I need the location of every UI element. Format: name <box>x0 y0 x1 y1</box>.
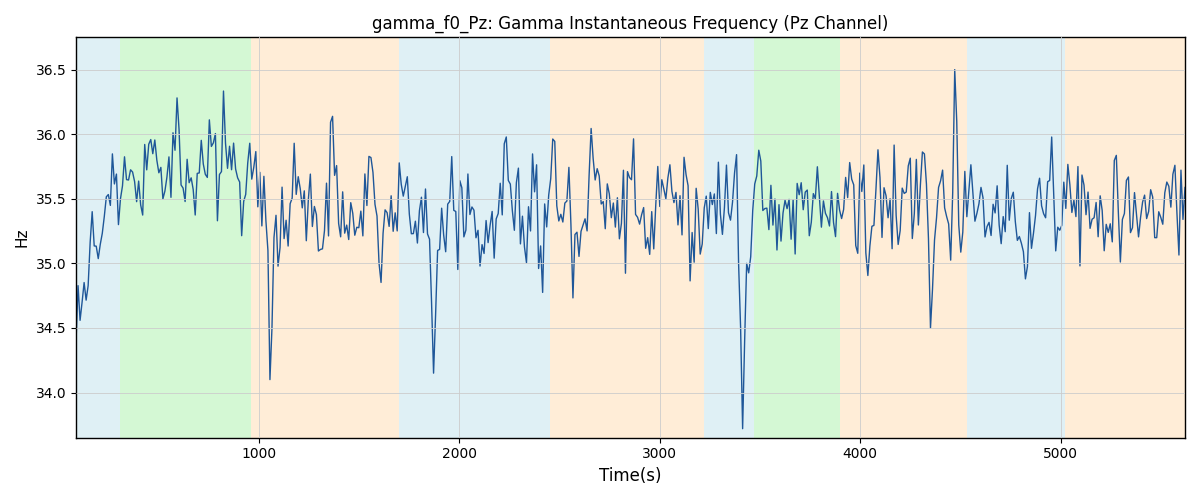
Bar <box>400 38 550 438</box>
Bar <box>754 38 840 438</box>
Y-axis label: Hz: Hz <box>14 228 30 248</box>
Bar <box>76 38 120 438</box>
X-axis label: Time(s): Time(s) <box>599 467 661 485</box>
Title: gamma_f0_Pz: Gamma Instantaneous Frequency (Pz Channel): gamma_f0_Pz: Gamma Instantaneous Frequen… <box>372 15 889 34</box>
Bar <box>251 38 400 438</box>
Bar <box>840 38 966 438</box>
Bar <box>120 38 251 438</box>
Bar <box>966 38 1064 438</box>
Bar <box>704 38 754 438</box>
Bar <box>550 38 704 438</box>
Bar <box>1064 38 1186 438</box>
